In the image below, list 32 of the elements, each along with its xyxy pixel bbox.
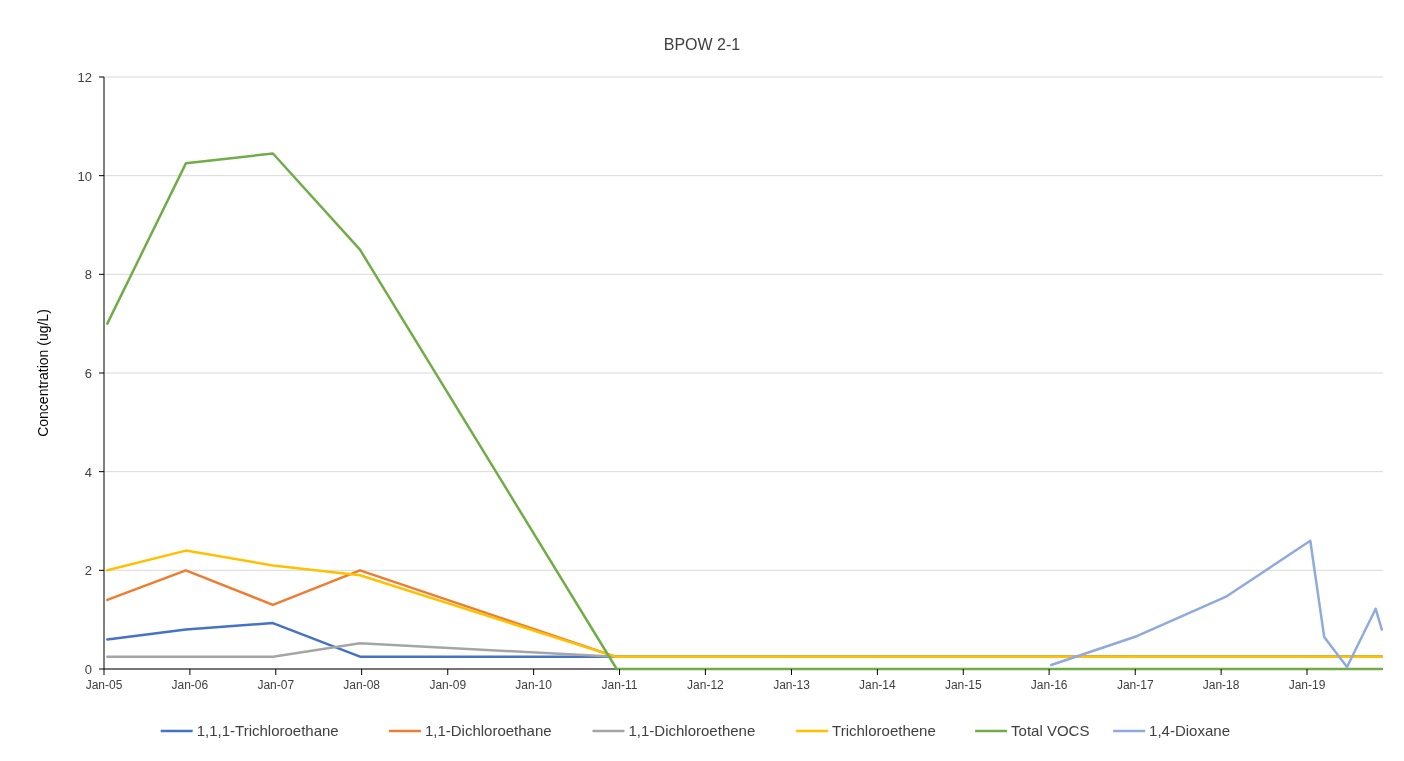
y-tick-label: 8 bbox=[84, 267, 92, 283]
x-tick-label: Jan-15 bbox=[944, 678, 982, 692]
x-tick-label: Jan-19 bbox=[1288, 678, 1326, 692]
x-tick-label: Jan-16 bbox=[1030, 678, 1068, 692]
legend-label: Total VOCS bbox=[1011, 722, 1090, 739]
line-series bbox=[106, 549, 1384, 658]
legend-label: 1,1,1-Trichloroethane bbox=[196, 722, 339, 739]
y-tick-label: 2 bbox=[84, 563, 92, 579]
x-tick-label: Jan-12 bbox=[687, 678, 725, 692]
y-tick-label: 10 bbox=[77, 168, 92, 184]
chart-title: BPOW 2-1 bbox=[663, 36, 741, 53]
y-tick-label: 0 bbox=[84, 662, 92, 677]
x-tick-label: Jan-08 bbox=[343, 678, 381, 692]
y-tick-label: 12 bbox=[77, 70, 92, 85]
legend-label: Trichloroethene bbox=[832, 722, 936, 739]
y-tick-label: 4 bbox=[84, 464, 92, 480]
x-tick-label: Jan-18 bbox=[1202, 678, 1240, 692]
x-tick-label: Jan-06 bbox=[171, 678, 209, 692]
x-tick-label: Jan-14 bbox=[859, 678, 897, 692]
x-tick-label: Jan-11 bbox=[601, 678, 638, 692]
legend-label: 1,1-Dichloroethene bbox=[628, 722, 756, 739]
x-tick-label: Jan-10 bbox=[515, 678, 553, 692]
y-tick-label: 6 bbox=[84, 366, 92, 381]
y-axis-title: Concentration (ug/L) bbox=[35, 309, 51, 437]
x-tick-label: Jan-17 bbox=[1116, 678, 1154, 692]
x-tick-label: Jan-09 bbox=[429, 678, 467, 692]
x-tick-label: Jan-07 bbox=[257, 678, 295, 692]
line-series bbox=[1050, 539, 1384, 669]
legend-label: 1,4-Dioxane bbox=[1149, 722, 1230, 739]
legend-label: 1,1-Dichloroethane bbox=[424, 722, 552, 739]
x-tick-label: Jan-13 bbox=[773, 678, 811, 692]
x-tick-label: Jan-05 bbox=[85, 678, 123, 692]
